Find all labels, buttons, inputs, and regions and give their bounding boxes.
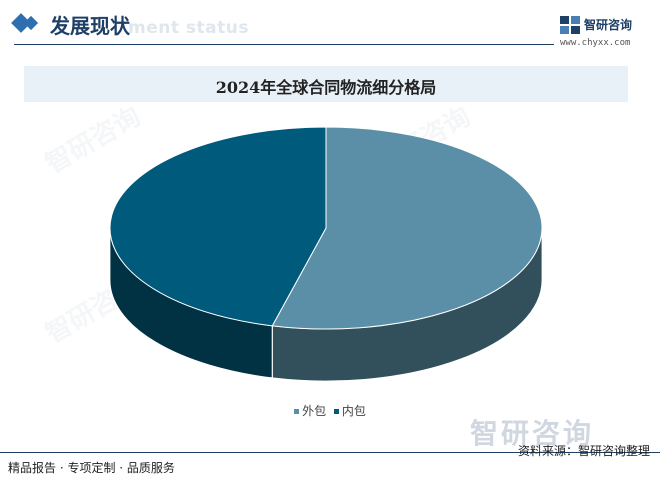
chart-legend: 外包 内包 xyxy=(0,402,660,419)
brand-logo-icon xyxy=(560,16,580,34)
legend-label: 内包 xyxy=(341,404,366,418)
chart-title: 2024年全球合同物流细分格局 xyxy=(215,78,437,97)
legend-swatch xyxy=(294,409,300,414)
page-footer: 精品报告 · 专项定制 · 品质服务 资料来源：智研咨询整理 xyxy=(0,444,660,479)
legend-swatch xyxy=(333,409,339,414)
section-subtitle: ment status xyxy=(128,18,249,38)
legend-label: 外包 xyxy=(302,404,327,418)
brand-url: www.chyxx.com xyxy=(560,38,631,48)
pie-slice-0[interactable] xyxy=(271,126,543,330)
footer-divider xyxy=(0,452,660,453)
footer-tagline: 精品报告 · 专项定制 · 品质服务 xyxy=(8,461,175,475)
legend-item-outsourced[interactable]: 外包 xyxy=(294,402,326,419)
section-title: 发展现状 xyxy=(50,14,130,38)
pie-slice-1[interactable] xyxy=(109,126,327,327)
page-header: ment status 发展现状 智研咨询 www.chyxx.com xyxy=(0,0,660,50)
header-divider xyxy=(14,44,554,45)
chart-title-band: 2024年全球合同物流细分格局 xyxy=(24,66,628,102)
footer-source: 资料来源：智研咨询整理 xyxy=(517,444,650,458)
brand-watermark: 智研咨询 xyxy=(470,417,595,450)
legend-item-inhouse[interactable]: 内包 xyxy=(333,402,366,419)
brand-name: 智研咨询 xyxy=(584,18,633,32)
